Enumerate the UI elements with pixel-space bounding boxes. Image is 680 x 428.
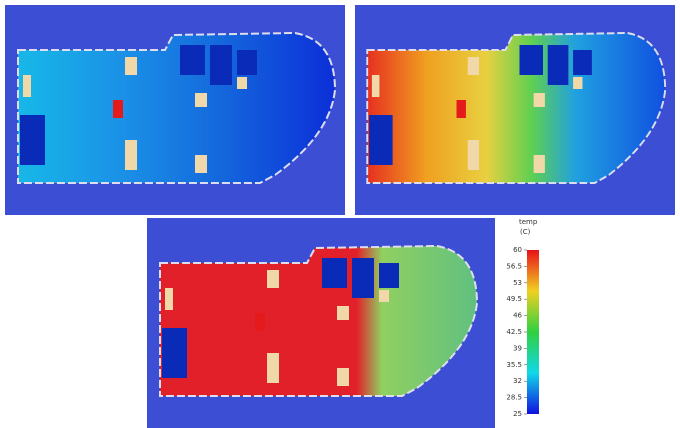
colorbar-unit: (C) <box>520 228 531 236</box>
colorbar-tick-label: 46 <box>513 312 522 320</box>
colorbar-tick-label: 42.5 <box>506 328 522 336</box>
colorbar-tick-label: 49.5 <box>506 295 522 303</box>
colorbar-title: temp <box>519 218 538 226</box>
colorbar-tick-label: 35.5 <box>506 361 522 369</box>
colorbar-tick-label: 56.5 <box>506 262 522 270</box>
colorbar-tick-label: 32 <box>513 377 522 385</box>
panel-heating <box>355 5 675 215</box>
colorbar-tick-label: 28.5 <box>506 394 522 402</box>
figure: temp (C) 60 56.5 53 49.5 46 42.5 39 35.5 32 28.5 2… <box>0 0 680 428</box>
colorbar-tick-label: 60 <box>513 246 522 254</box>
colorbar-tick-label: 25 <box>513 410 522 418</box>
panel-ambient <box>5 5 345 215</box>
colorbar-tick-label: 39 <box>513 344 522 352</box>
colorbar: temp (C) 60 56.5 53 49.5 46 42.5 39 35.5 32 28.5 2… <box>506 218 539 418</box>
colorbar-gradient <box>527 250 539 414</box>
panel-hot <box>147 218 495 428</box>
colorbar-tick-label: 53 <box>513 279 522 287</box>
